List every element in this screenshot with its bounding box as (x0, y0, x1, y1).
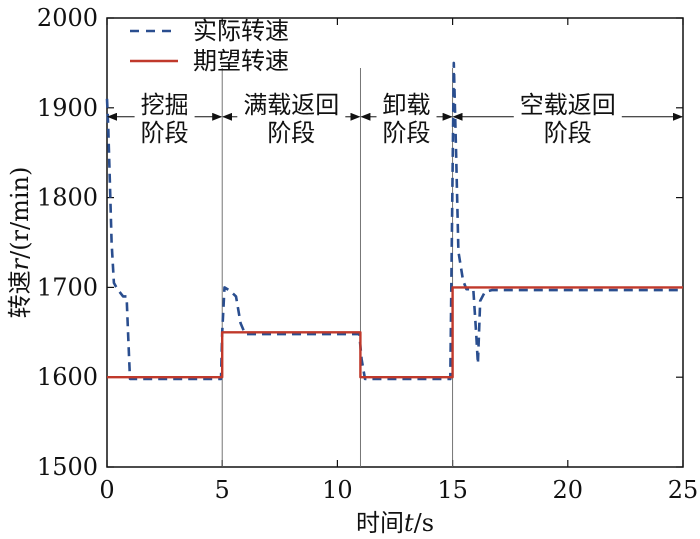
x-tick-label: 25 (668, 476, 699, 504)
phase-label: 空载返回 (520, 91, 616, 119)
series-lines (105, 61, 683, 381)
axes: 0 5 10 15 20 25 1500 1600 1700 1800 1900 2000 (37, 4, 698, 504)
x-tick-label: 15 (437, 476, 468, 504)
x-tick-label: 5 (215, 476, 230, 504)
x-tick-label: 0 (99, 476, 114, 504)
x-axis-title-part: t (404, 509, 414, 537)
series-line-actual (105, 61, 683, 381)
phase-label: 阶段 (383, 119, 431, 147)
x-axis-title-part: 时间 (356, 509, 404, 537)
y-axis-title-part: r (6, 257, 34, 270)
y-tick-label: 1600 (37, 363, 98, 391)
y-axis-title-part: 转速 (6, 270, 34, 318)
y-tick-label: 1500 (37, 453, 98, 481)
phase-label: 阶段 (544, 119, 592, 147)
legend-label: 实际转速 (193, 17, 289, 45)
y-axis-title-part: /(r/min) (6, 167, 34, 259)
y-tick-label: 1900 (37, 94, 98, 122)
phase-label: 阶段 (141, 119, 189, 147)
phase-label: 满载返回 (243, 91, 339, 119)
plot-frame (106, 17, 684, 468)
phase-label: 挖掘 (141, 91, 189, 119)
phase-label: 阶段 (267, 119, 315, 147)
x-axis-title: 时间t/s (356, 509, 434, 537)
series-line-expected (107, 286, 683, 379)
x-axis-title-part: /s (414, 509, 434, 537)
y-tick-label: 2000 (37, 4, 98, 32)
phase-label: 卸载 (383, 91, 431, 119)
x-tick-label: 10 (322, 476, 353, 504)
legend-label: 期望转速 (193, 47, 289, 75)
y-tick-label: 1700 (37, 273, 98, 301)
x-tick-label: 20 (553, 476, 584, 504)
y-axis-title: 转速r/(r/min) (6, 167, 34, 319)
axis-titles: 时间t/s 转速r/(r/min) (6, 167, 434, 537)
y-tick-label: 1800 (37, 184, 98, 212)
